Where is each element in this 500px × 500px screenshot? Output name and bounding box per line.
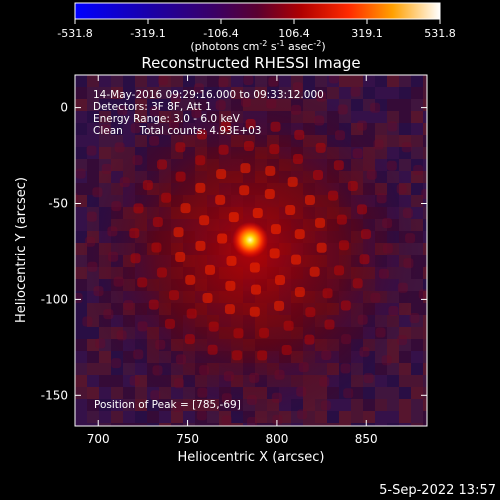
peak-position-text: Position of Peak = [785,-69]	[94, 399, 241, 411]
x-axis-ticks: 700 750 800 850	[87, 75, 378, 446]
y-axis-ticks: 0 -50 -100 -150	[41, 101, 427, 402]
colorbar-tick-label: -319.1	[130, 27, 165, 40]
colorbar-tick-label: -106.4	[203, 27, 238, 40]
info-line-time: 14-May-2016 09:29:16.000 to 09:33:12.000	[93, 89, 324, 101]
x-axis-label: Heliocentric X (arcsec)	[178, 450, 325, 465]
x-tick-label: 700	[87, 432, 110, 446]
colorbar: -531.8 -319.1 -106.4 106.4 319.1 531.8 (photo…	[57, 2, 456, 53]
colorbar-tick-label: 319.1	[351, 27, 383, 40]
flare-peak	[232, 221, 269, 258]
info-block: 14-May-2016 09:29:16.000 to 09:33:12.000…	[93, 89, 324, 137]
y-tick-label: 0	[60, 101, 68, 115]
colorbar-gradient	[74, 2, 441, 20]
heatmap-image	[75, 75, 427, 426]
colorbar-tick-label: -531.8	[57, 27, 92, 40]
y-axis-label: Heliocentric Y (arcsec)	[14, 177, 29, 323]
colorbar-tick-label: 106.4	[278, 27, 310, 40]
colorbar-tick-label: 531.8	[424, 27, 456, 40]
y-tick-label: -100	[41, 292, 68, 306]
info-line-detectors: Detectors: 3F 8F, Att 1	[93, 101, 212, 113]
y-tick-label: -50	[48, 197, 68, 211]
x-tick-label: 750	[176, 432, 199, 446]
colorbar-ticks: -531.8 -319.1 -106.4 106.4 319.1 531.8	[57, 19, 456, 40]
info-line-energy: Energy Range: 3.0 - 6.0 keV	[93, 113, 241, 125]
y-tick-label: -150	[41, 388, 68, 402]
plot-frame	[74, 74, 428, 427]
footer-date: 5-Sep-2022 13:57	[379, 483, 496, 498]
colorbar-unit-label: (photons cm-2 s-1 asec-2)	[190, 39, 325, 53]
x-tick-label: 800	[265, 432, 288, 446]
x-tick-label: 850	[355, 432, 378, 446]
chart-title: Reconstructed RHESSI Image	[141, 54, 360, 72]
info-line-counts: Clean Total counts: 4.93E+03	[93, 125, 262, 137]
